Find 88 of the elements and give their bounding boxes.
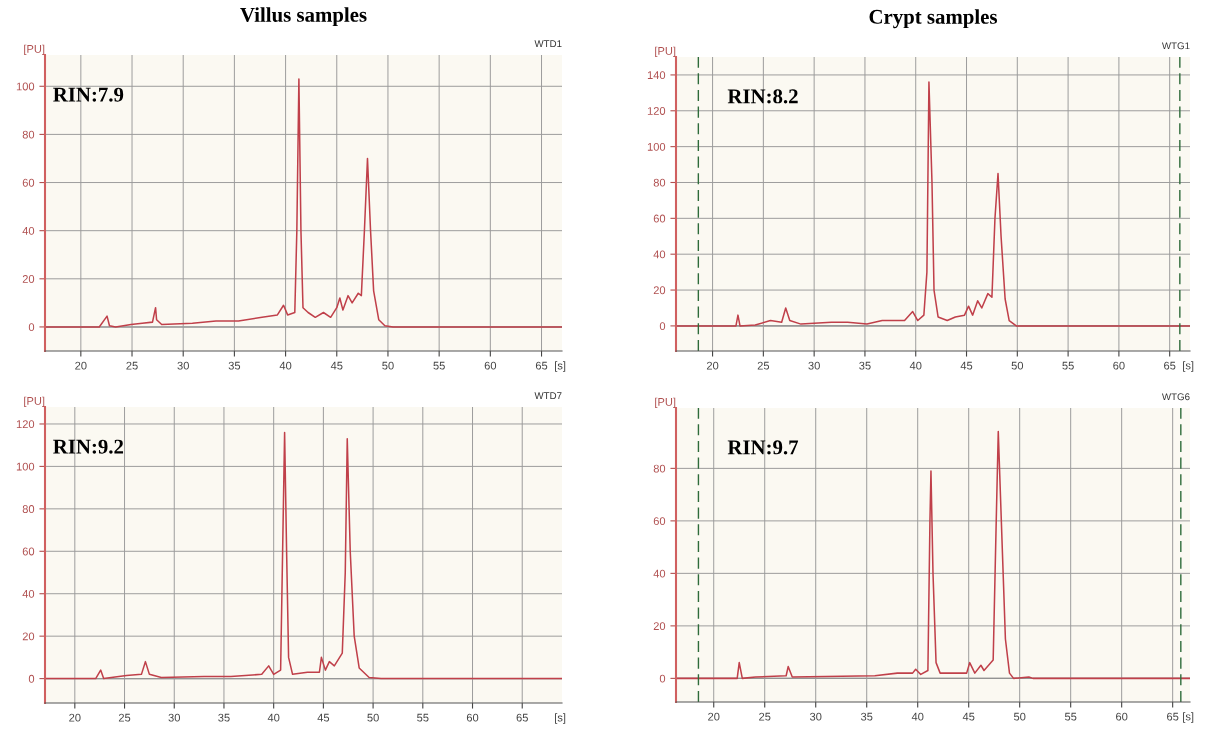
x-tick-label: 25 <box>118 713 131 722</box>
x-tick-label: 35 <box>218 713 230 722</box>
x-tick-label: 40 <box>909 361 922 370</box>
x-tick-label: 55 <box>1062 361 1074 370</box>
y-tick-label: 40 <box>22 589 35 598</box>
x-tick-label: 50 <box>1011 361 1024 370</box>
y-axis-title: [PU] <box>655 397 676 408</box>
y-tick-label: 20 <box>653 286 666 295</box>
x-tick-label: 50 <box>367 713 379 722</box>
annotation: RIN:9.2 <box>53 439 124 454</box>
x-tick-label: 45 <box>960 361 973 370</box>
x-tick-label: 65 <box>1164 361 1176 370</box>
x-tick-label: 45 <box>330 361 343 370</box>
y-tick-label: 140 <box>647 71 666 80</box>
y-tick-label: 100 <box>16 462 35 471</box>
x-tick-label: 20 <box>706 361 719 370</box>
y-tick-label: 20 <box>653 622 666 631</box>
y-tick-label: 100 <box>16 82 35 91</box>
x-tick-label: 65 <box>516 713 528 722</box>
x-tick-label: 55 <box>417 713 429 722</box>
x-tick-label: 40 <box>911 712 924 721</box>
x-tick-label: 30 <box>808 361 820 370</box>
x-tick-label: 60 <box>1116 712 1128 721</box>
x-tick-label: 35 <box>860 712 873 721</box>
x-tick-label: 55 <box>1064 712 1077 721</box>
x-axis-title: [s] <box>1183 361 1194 372</box>
text: WTD7 <box>534 392 562 400</box>
x-tick-label: 45 <box>317 713 330 722</box>
annotation: RIN:9.7 <box>727 440 799 455</box>
y-tick-label: 80 <box>22 505 35 513</box>
y-tick-label: 100 <box>647 142 666 151</box>
y-axis-title: [PU] <box>655 46 676 57</box>
y-tick-label: 120 <box>16 420 35 429</box>
y-tick-label: 80 <box>22 130 35 139</box>
x-axis-title: [s] <box>1183 712 1194 723</box>
x-tick-label: 65 <box>1167 712 1179 721</box>
x-tick-label: 35 <box>859 361 871 370</box>
y-tick-label: 20 <box>22 632 35 641</box>
y-tick-label: 20 <box>22 275 35 283</box>
y-tick-label: 80 <box>653 178 666 187</box>
x-tick-label: 30 <box>168 713 180 722</box>
y-tick-label: 0 <box>659 322 666 331</box>
x-tick-label: 20 <box>69 713 81 722</box>
x-tick-label: 60 <box>466 713 479 722</box>
text: WTD1 <box>534 40 562 48</box>
x-tick-label: 65 <box>535 361 548 370</box>
y-tick-label: 120 <box>647 107 666 115</box>
x-tick-label: 55 <box>433 361 445 370</box>
x-tick-label: 30 <box>177 361 189 370</box>
text: WTG6 <box>1161 393 1190 401</box>
y-tick-label: 0 <box>28 674 35 683</box>
y-tick-label: 0 <box>28 323 35 332</box>
x-tick-label: 35 <box>228 361 241 370</box>
y-tick-label: 40 <box>22 226 35 235</box>
x-tick-label: 30 <box>809 712 822 721</box>
x-tick-label: 60 <box>1113 361 1125 370</box>
line-series <box>45 431 562 680</box>
x-tick-label: 40 <box>279 361 292 370</box>
line-series <box>676 81 1190 327</box>
y-tick-label: 60 <box>653 214 666 223</box>
chart-title: Villus samples <box>240 7 367 27</box>
y-tick-label: 40 <box>653 250 666 259</box>
line-series <box>676 430 1190 680</box>
x-tick-label: 50 <box>1013 712 1026 721</box>
x-tick-label: 25 <box>757 361 770 370</box>
x-tick-label: 25 <box>759 712 771 721</box>
y-tick-label: 80 <box>653 464 666 473</box>
x-tick-label: 45 <box>962 712 975 721</box>
annotation: RIN:8.2 <box>727 89 798 104</box>
y-tick-label: 60 <box>22 547 35 556</box>
y-axis-title: [PU] <box>24 396 45 407</box>
x-axis-title: [s] <box>555 713 566 724</box>
x-tick-label: 50 <box>382 361 394 370</box>
x-tick-label: 40 <box>267 713 280 722</box>
x-tick-label: 20 <box>75 361 87 370</box>
x-tick-label: 20 <box>708 712 720 721</box>
y-tick-label: 0 <box>659 674 666 683</box>
line-series <box>45 78 562 328</box>
y-axis-title: [PU] <box>24 44 45 55</box>
chart-title: Crypt samples <box>869 9 998 29</box>
x-tick-label: 60 <box>484 361 497 370</box>
y-tick-label: 60 <box>653 517 666 526</box>
text: WTG1 <box>1161 42 1190 50</box>
annotation: RIN:7.9 <box>53 87 124 102</box>
x-tick-label: 25 <box>126 361 138 370</box>
y-tick-label: 40 <box>653 569 666 578</box>
x-axis-title: [s] <box>555 361 566 372</box>
y-tick-label: 60 <box>22 178 35 187</box>
